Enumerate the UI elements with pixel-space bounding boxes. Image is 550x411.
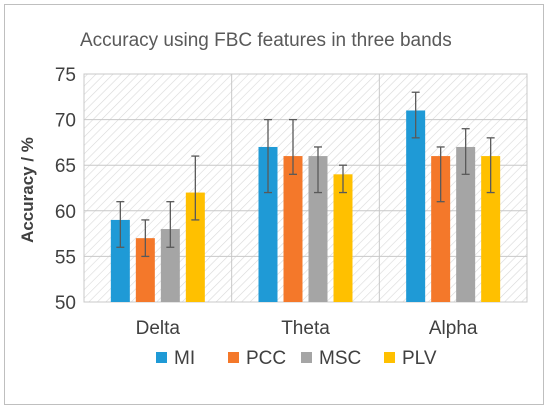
y-tick-label: 75 <box>55 65 76 86</box>
legend-swatch-mi <box>156 352 167 363</box>
bar-mi-delta <box>110 219 130 302</box>
bar-msc-delta <box>160 229 180 302</box>
bar-pcc-theta <box>283 156 303 302</box>
category-labels: Delta Theta Alpha <box>136 318 478 339</box>
category-label: Alpha <box>429 318 478 339</box>
bar-pcc-alpha <box>431 156 451 302</box>
y-tick-label: 70 <box>55 111 76 132</box>
category-label: Theta <box>281 318 330 339</box>
y-tick-label: 50 <box>55 293 76 314</box>
y-tick-label: 55 <box>55 247 76 268</box>
bars <box>110 91 501 302</box>
bar-mi-theta <box>258 146 278 302</box>
plot-border <box>83 73 528 303</box>
bar-mi-alpha <box>406 110 426 302</box>
bar-plv-alpha <box>481 156 501 302</box>
plot-area <box>84 74 527 302</box>
legend-label-pcc: PCC <box>246 348 286 369</box>
legend-label-plv: PLV <box>402 348 437 369</box>
bar-msc-alpha <box>456 146 476 302</box>
legend: MI PCC MSC PLV <box>156 348 437 369</box>
y-tick-label: 65 <box>55 156 76 177</box>
bar-pcc-delta <box>135 238 155 302</box>
y-tick-labels: 50 55 60 65 70 75 <box>55 65 76 314</box>
category-label: Delta <box>136 318 181 339</box>
chart-title: Accuracy using FBC features in three ban… <box>80 30 452 51</box>
legend-swatch-pcc <box>228 352 239 363</box>
y-axis-label: Accuracy / % <box>18 137 37 243</box>
bar-msc-theta <box>308 156 328 302</box>
bar-plv-delta <box>185 192 205 302</box>
y-tick-label: 60 <box>55 202 76 223</box>
bar-plv-theta <box>333 174 353 302</box>
legend-label-mi: MI <box>174 348 195 369</box>
legend-swatch-plv <box>384 352 395 363</box>
gridlines <box>83 73 528 303</box>
legend-label-msc: MSC <box>319 348 361 369</box>
legend-swatch-msc <box>301 352 312 363</box>
